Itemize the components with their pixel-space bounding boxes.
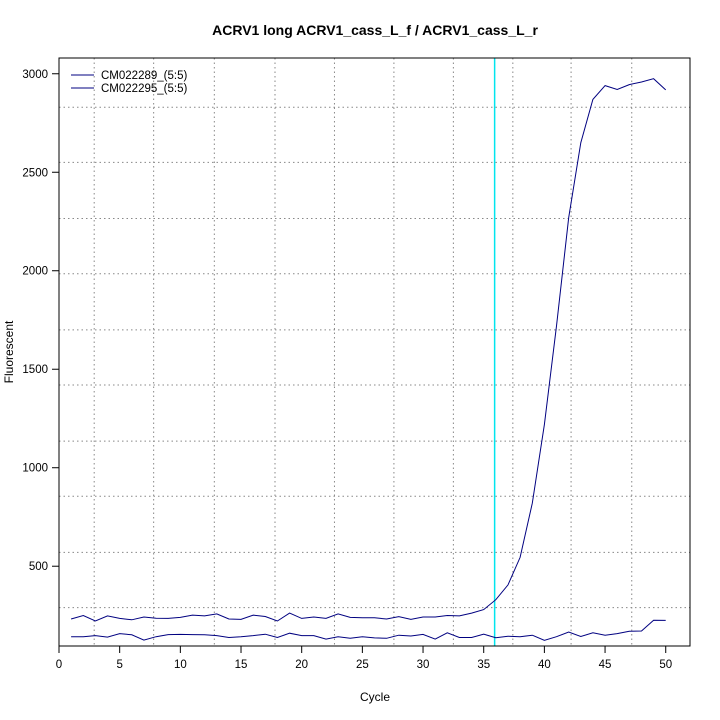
series-line-2 [71,619,666,641]
y-tick-label: 2000 [22,266,48,278]
x-tick-label: 25 [356,659,369,671]
legend: CM022289_(5:5)CM022295_(5:5) [71,70,187,95]
y-tick-label: 2500 [22,167,48,179]
x-axis-ticks: 0 5 10 15 20 25 30 35 40 45 50 [56,646,672,671]
series-lines [70,78,667,641]
legend-label-2: CM022295_(5:5) [101,83,187,95]
x-tick-label: 40 [538,659,551,671]
x-axis-label: Cycle [360,690,390,704]
y-tick-label: 1000 [22,463,48,475]
gridlines [59,58,690,646]
x-tick-label: 50 [659,659,672,671]
y-axis-ticks: 500 1000 1500 2000 2500 3000 [22,69,59,573]
plot-frame [58,57,691,647]
x-tick-label: 30 [417,659,430,671]
x-tick-label: 45 [599,659,612,671]
series-line-1 [70,78,667,622]
x-tick-label: 10 [174,659,187,671]
y-tick-label: 500 [29,561,48,573]
x-tick-label: 15 [235,659,248,671]
x-tick-label: 20 [295,659,308,671]
y-tick-label: 3000 [22,69,48,81]
y-tick-label: 1500 [22,364,48,376]
chart-title: ACRV1 long ACRV1_cass_L_f / ACRV1_cass_L… [212,22,538,38]
legend-label-1: CM022289_(5:5) [101,70,187,82]
y-axis-label: Fluorescent [2,320,16,383]
x-tick-label: 5 [116,659,122,671]
x-tick-label: 35 [477,659,490,671]
x-tick-label: 0 [56,659,62,671]
